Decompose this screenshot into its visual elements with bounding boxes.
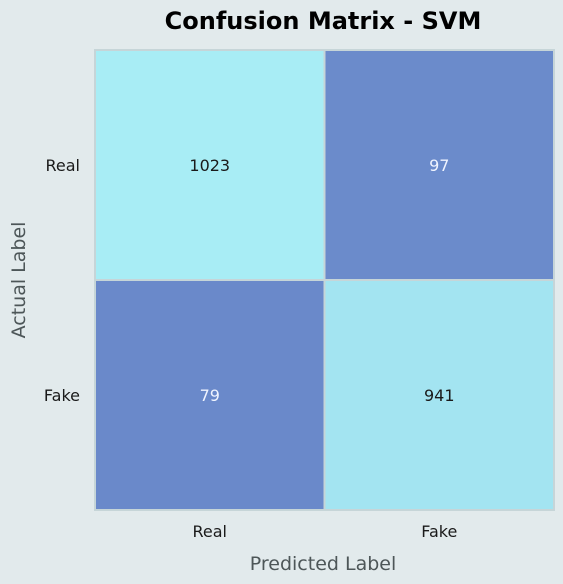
heatmap-cells: 1023 97 79 941 <box>94 49 555 511</box>
heatmap-cell-fake-real <box>94 279 326 511</box>
heatmap-cell-real-fake <box>323 49 555 281</box>
chart-title: Confusion Matrix - SVM <box>165 7 482 35</box>
y-tick-label: Fake <box>44 386 80 405</box>
cell-value-label: 97 <box>429 156 449 175</box>
y-axis-label: Actual Label <box>8 222 30 339</box>
x-tick-labels: Real Fake <box>193 522 458 541</box>
heatmap-cell-fake-fake <box>323 279 555 511</box>
cell-value-label: 941 <box>424 386 455 405</box>
y-tick-label: Real <box>46 156 81 175</box>
y-tick-labels: Real Fake <box>44 156 80 405</box>
heatmap-cell-real-real <box>94 49 326 281</box>
x-tick-label: Real <box>193 522 228 541</box>
cell-value-label: 79 <box>200 386 220 405</box>
x-axis-label: Predicted Label <box>250 553 397 575</box>
cell-value-label: 1023 <box>189 156 230 175</box>
x-tick-label: Fake <box>421 522 457 541</box>
